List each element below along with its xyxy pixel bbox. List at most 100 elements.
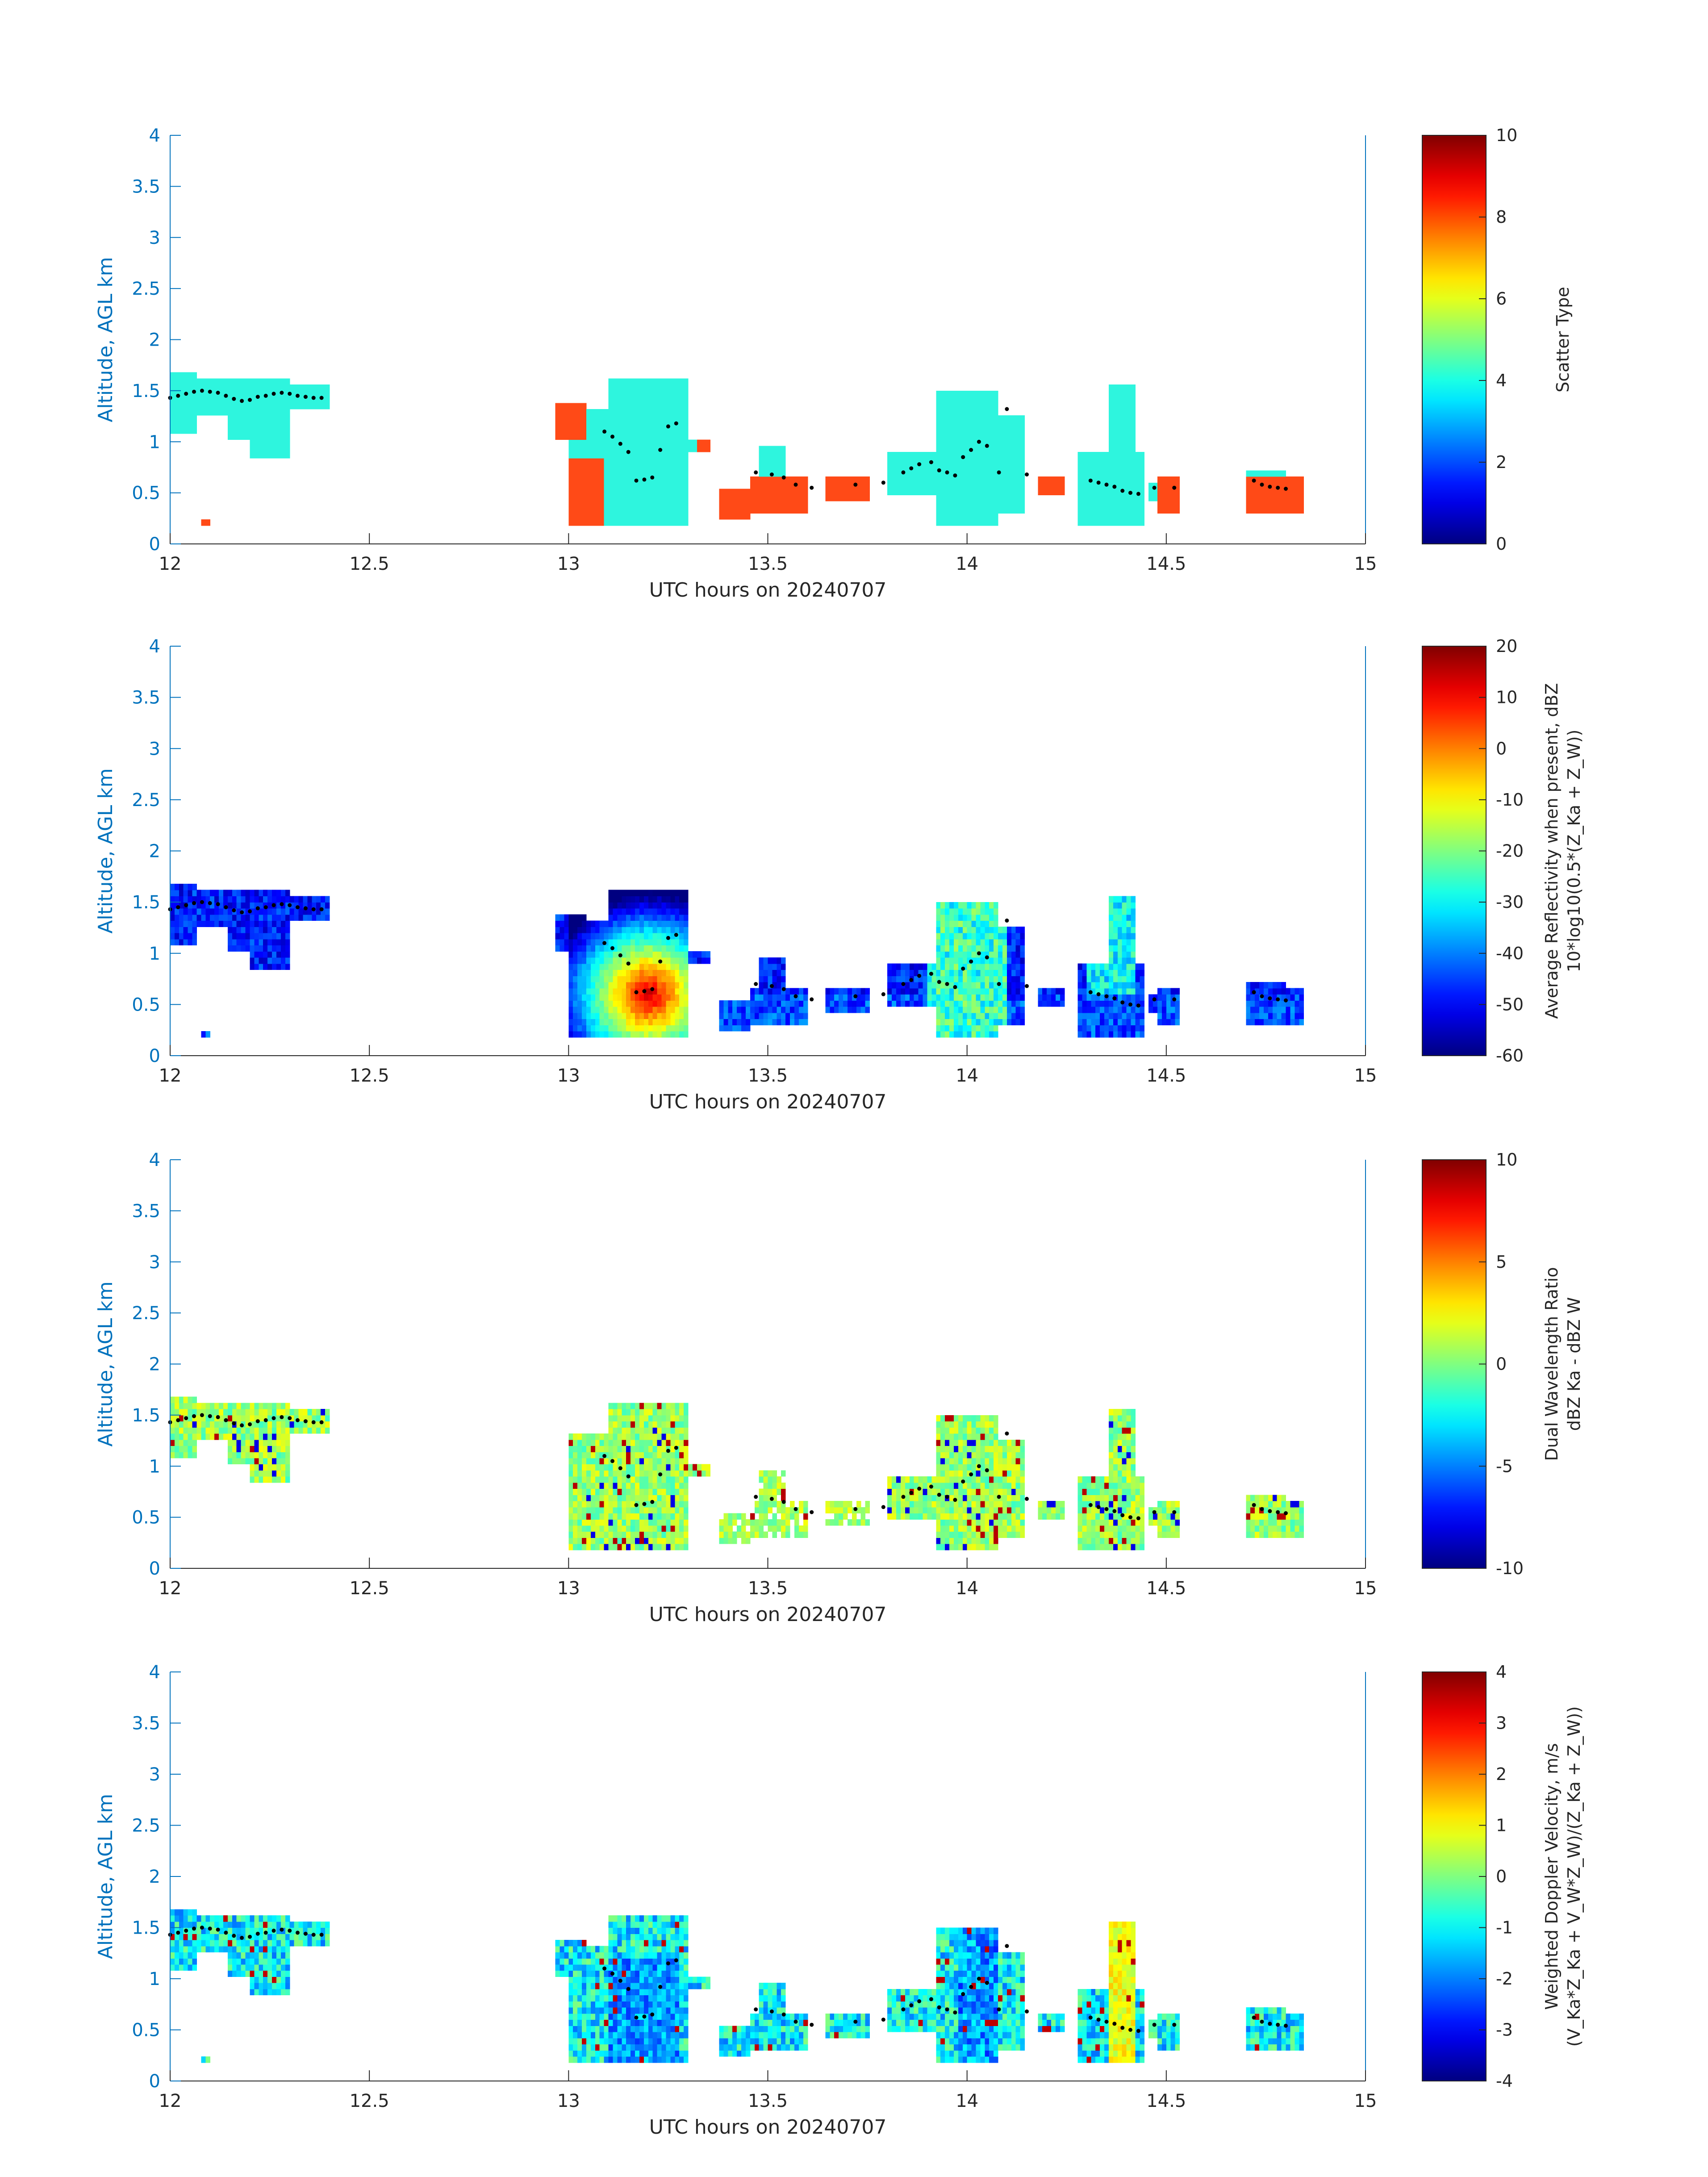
heatmap-cell: [1015, 932, 1021, 940]
heatmap-cell: [896, 489, 901, 495]
heatmap-cell: [608, 1507, 614, 1514]
heatmap-cell: [657, 458, 662, 465]
heatmap-cell: [1126, 1007, 1132, 1013]
heatmap-cell: [684, 1000, 689, 1007]
heatmap-cell: [1126, 427, 1132, 434]
heatmap-cell: [183, 890, 188, 896]
heatmap-cell: [613, 1000, 618, 1007]
heatmap-cell: [657, 1464, 662, 1471]
heatmap-cell: [631, 1421, 635, 1428]
heatmap-cell: [1135, 464, 1140, 471]
heatmap-cell: [604, 994, 609, 1001]
heatmap-cell: [1100, 982, 1105, 989]
heatmap-cell: [280, 1439, 286, 1446]
heatmap-cell: [639, 920, 644, 927]
heatmap-cell: [657, 914, 662, 921]
heatmap-cell: [201, 1421, 206, 1428]
heatmap-cell: [661, 489, 666, 495]
heatmap-cell: [582, 1007, 587, 1013]
heatmap-cell: [608, 1538, 614, 1544]
cloud-base-dot: [618, 442, 622, 446]
heatmap-cell: [1126, 1031, 1132, 1038]
heatmap-cell: [635, 963, 640, 970]
heatmap-cell: [241, 403, 246, 409]
heatmap-cell: [236, 939, 242, 946]
heatmap-cell: [582, 1531, 587, 1538]
heatmap-cell: [652, 513, 658, 520]
heatmap-cell: [192, 1409, 197, 1416]
heatmap-cell: [1086, 452, 1091, 459]
heatmap-cell: [989, 988, 994, 995]
heatmap-cell: [635, 1019, 640, 1025]
heatmap-cell: [568, 439, 573, 446]
heatmap-cell: [223, 409, 228, 416]
heatmap-cell: [719, 513, 724, 520]
heatmap-cell: [631, 464, 635, 471]
heatmap-cell: [586, 501, 591, 508]
heatmap-cell: [577, 1495, 582, 1501]
heatmap-cell: [643, 1000, 649, 1007]
heatmap-cell: [577, 1507, 582, 1514]
heatmap-cell: [307, 914, 312, 921]
heatmap-cell: [989, 495, 994, 501]
heatmap-cell: [777, 1000, 781, 1007]
heatmap-cell: [1126, 470, 1132, 477]
heatmap-cell: [940, 403, 945, 409]
heatmap-cell: [728, 1025, 733, 1032]
heatmap-cell: [635, 1433, 640, 1440]
heatmap-cell: [684, 976, 689, 982]
heatmap-cell: [223, 890, 228, 896]
heatmap-cell: [183, 1421, 188, 1428]
heatmap-cell: [604, 433, 609, 440]
heatmap-cell: [643, 908, 649, 915]
heatmap-cell: [227, 397, 233, 403]
heatmap-cell: [940, 495, 945, 501]
heatmap-cell: [232, 433, 237, 440]
heatmap-cell: [635, 1488, 640, 1495]
heatmap-cell: [949, 470, 954, 477]
heatmap-cell: [254, 1446, 259, 1452]
heatmap-cell: [648, 902, 653, 909]
heatmap-cell: [962, 476, 968, 483]
heatmap-cell: [639, 902, 644, 909]
heatmap-cell: [568, 501, 573, 508]
heatmap-cell: [303, 1409, 308, 1416]
heatmap-cell: [1091, 519, 1096, 526]
heatmap-cell: [962, 1000, 968, 1007]
heatmap-cell: [1056, 482, 1061, 489]
heatmap-cell: [675, 476, 680, 483]
heatmap-cell: [1122, 896, 1127, 903]
heatmap-cell: [316, 390, 321, 397]
x-tick-label: 12: [159, 554, 182, 574]
heatmap-cell: [1006, 1000, 1012, 1007]
heatmap-cell: [1047, 482, 1052, 489]
heatmap-cell: [737, 495, 742, 501]
heatmap-cell: [675, 470, 680, 477]
heatmap-cell: [617, 1538, 622, 1544]
heatmap-cell: [582, 1495, 587, 1501]
heatmap-cell: [958, 409, 963, 416]
heatmap-cell: [599, 1031, 605, 1038]
heatmap-cell: [1082, 994, 1087, 1001]
heatmap-cell: [763, 957, 768, 964]
cloud-base-dot: [319, 907, 324, 911]
heatmap-cell: [259, 415, 263, 422]
heatmap-cell: [643, 1507, 649, 1514]
heatmap-cell: [1264, 982, 1269, 989]
heatmap-cell: [599, 501, 605, 508]
heatmap-cell: [626, 1495, 631, 1501]
heatmap-cell: [183, 409, 188, 416]
heatmap-cell: [1047, 1000, 1052, 1007]
heatmap-cell: [781, 963, 786, 970]
heatmap-cell: [1264, 1007, 1269, 1013]
heatmap-cell: [1175, 1019, 1180, 1025]
heatmap-cell: [803, 501, 808, 508]
heatmap-cell: [272, 415, 277, 422]
heatmap-cell: [622, 1012, 626, 1020]
heatmap-cell: [980, 1019, 985, 1025]
heatmap-cell: [582, 1470, 587, 1477]
heatmap-cell: [652, 920, 658, 927]
heatmap-cell: [945, 1025, 950, 1032]
heatmap-cell: [1272, 982, 1278, 989]
heatmap-cell: [945, 513, 950, 520]
